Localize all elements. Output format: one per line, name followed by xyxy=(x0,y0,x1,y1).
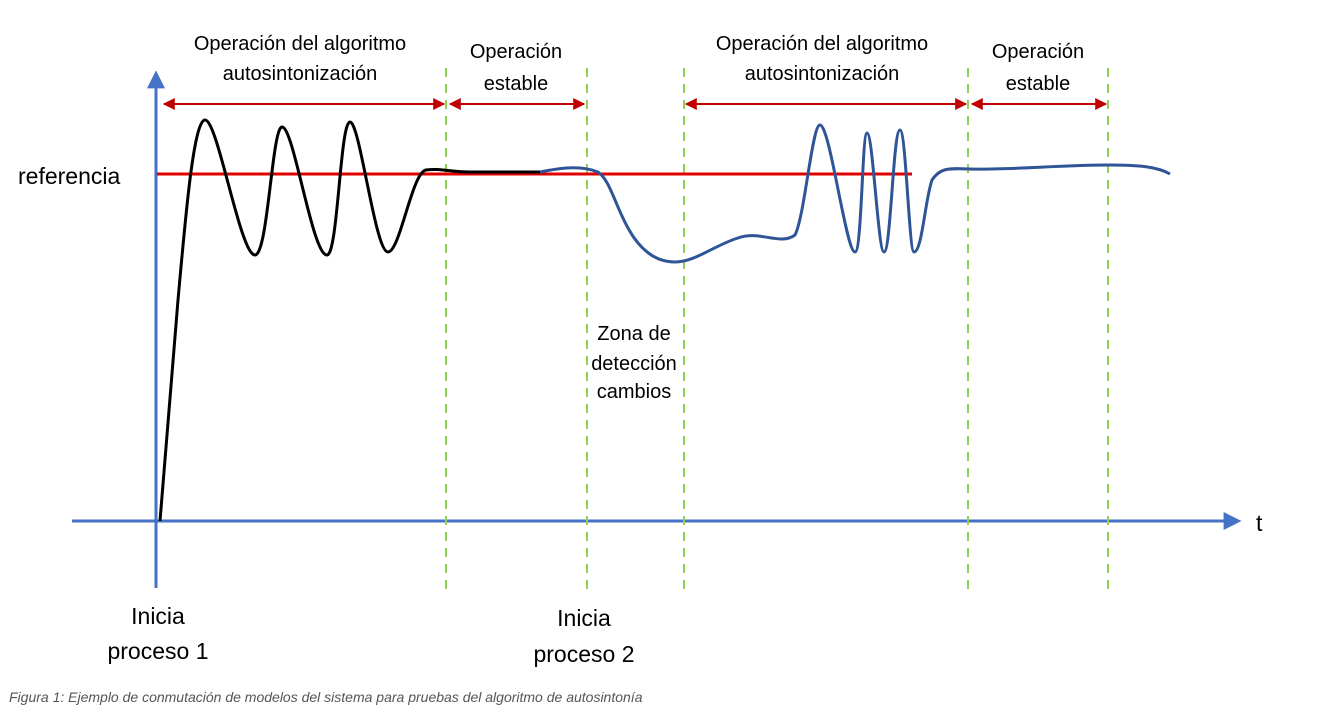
phase2-label-line1: Operación xyxy=(470,41,562,63)
process1-response xyxy=(158,118,540,522)
phase1-label-line2: autosintonización xyxy=(223,63,378,85)
phase2-label-line2: estable xyxy=(484,73,549,95)
phase1-label-line1: Operación del algoritmo xyxy=(194,33,406,55)
reference-label: referencia xyxy=(18,163,120,189)
phase4-label-line2: estable xyxy=(1006,73,1071,95)
start2-label-line2: proceso 2 xyxy=(533,641,634,667)
time-axis-label: t xyxy=(1256,510,1263,536)
start2-label-line1: Inicia xyxy=(557,605,611,631)
zone-label-line1: Zona de xyxy=(597,323,670,345)
zone-label-line2: detección xyxy=(591,353,677,375)
phase3-label-line2: autosintonización xyxy=(745,63,900,85)
zone-label-line3: cambios xyxy=(597,381,671,403)
start1-label-line1: Inicia xyxy=(131,603,185,629)
start1-label-line2: proceso 1 xyxy=(107,638,208,664)
autotuning-diagram: referencia t Operación del algoritmo aut… xyxy=(18,33,1263,667)
figure-caption: Figura 1: Ejemplo de conmutación de mode… xyxy=(9,689,643,705)
process2-response xyxy=(539,123,1171,264)
phase4-label-line1: Operación xyxy=(992,41,1084,63)
phase3-label-line1: Operación del algoritmo xyxy=(716,33,928,55)
